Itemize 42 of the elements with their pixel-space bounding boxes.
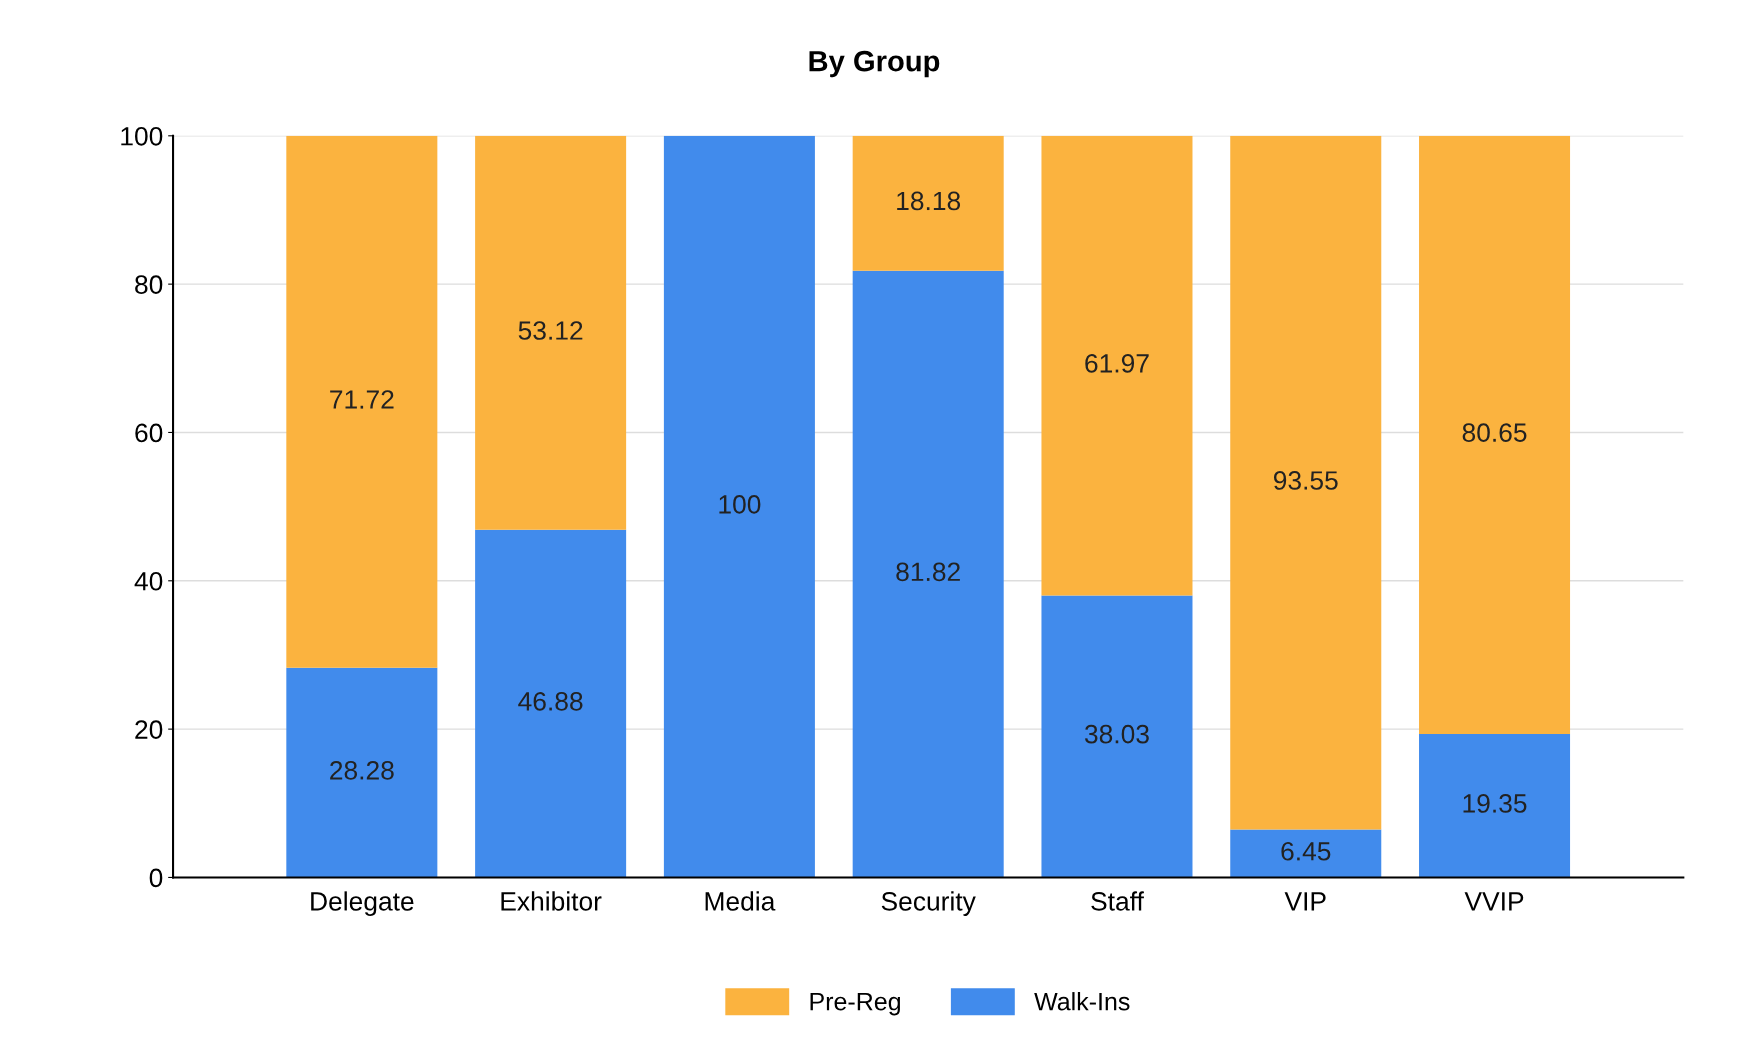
legend-label: Pre-Reg <box>810 992 900 1016</box>
data-label: 100 <box>719 495 761 514</box>
data-label: 93.55 <box>1273 471 1338 490</box>
y-tick-label: 100 <box>121 126 163 146</box>
x-tick-label: Staff <box>1091 891 1144 911</box>
data-label: 38.03 <box>1084 724 1149 744</box>
bar <box>286 135 438 668</box>
y-tick-label: 20 <box>135 720 163 739</box>
legend-label: Walk-Ins <box>1034 992 1130 1011</box>
data-label: 18.18 <box>897 191 961 211</box>
bar <box>286 667 438 878</box>
bar <box>1230 135 1382 830</box>
bar <box>1041 595 1193 878</box>
y-tick-label: 40 <box>134 571 163 591</box>
y-tick-label: 60 <box>135 423 163 443</box>
data-label: 80.65 <box>1462 423 1527 442</box>
bar <box>852 135 1004 271</box>
data-label: 53.12 <box>518 321 583 340</box>
data-label: 81.82 <box>896 562 960 582</box>
chart-title: By Group <box>809 50 940 78</box>
data-label: 61.97 <box>1085 354 1149 373</box>
x-tick-label: Security <box>881 891 976 916</box>
bar <box>475 135 627 530</box>
data-label: 71.72 <box>330 390 394 409</box>
data-label: 46.88 <box>518 692 583 711</box>
x-tick-label: Exhibitor <box>501 891 602 911</box>
data-label: 19.35 <box>1463 794 1527 813</box>
bar <box>475 529 627 878</box>
bar <box>663 135 815 878</box>
x-tick-label: Delegate <box>311 891 414 916</box>
y-tick-label: 80 <box>135 275 163 294</box>
bar <box>1041 135 1193 596</box>
bar <box>1419 135 1571 734</box>
x-tick-label: VIP <box>1284 892 1326 911</box>
x-tick-label: Media <box>705 891 776 911</box>
data-label: 6.45 <box>1281 841 1331 861</box>
y-tick-label: 0 <box>149 868 163 888</box>
bar <box>852 270 1004 878</box>
data-label: 28.28 <box>330 760 394 780</box>
bar <box>1419 733 1571 878</box>
x-tick-label: VVIP <box>1464 892 1524 911</box>
bar <box>1230 829 1382 878</box>
